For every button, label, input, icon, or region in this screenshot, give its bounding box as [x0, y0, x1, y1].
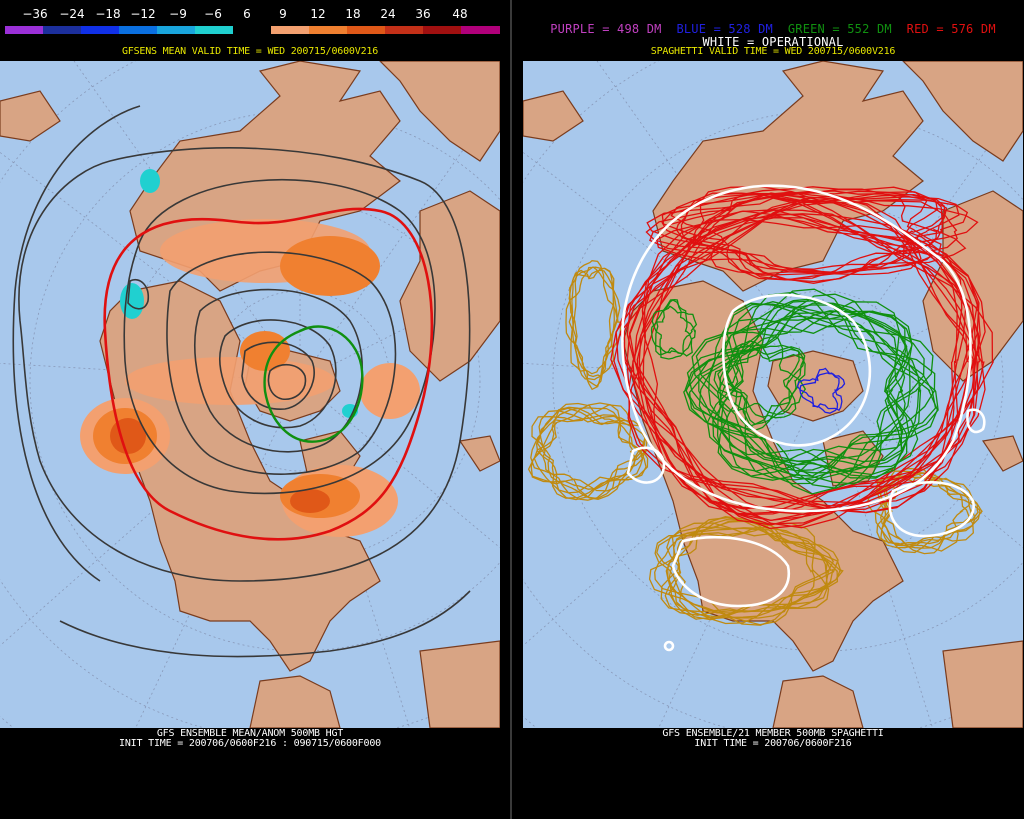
ensemble-member-contour: [688, 300, 919, 468]
colorbar-swatch: [385, 26, 424, 34]
ensemble-member-contour: [692, 186, 958, 281]
map-caption-title: GFS ENSEMBLE/21 MEMBER 500MB SPAGHETTI: [662, 728, 884, 739]
ensemble-member-contour: [796, 372, 846, 414]
colorbar-label: −9: [169, 7, 187, 21]
ensemble-member-contour: [684, 304, 908, 476]
spaghetti-panel: PURPLE = 498 DM BLUE = 528 DM GREEN = 55…: [523, 0, 1023, 819]
ensemble-member-contour: [698, 301, 906, 489]
map-caption-init: INIT TIME = 200706/0600F216: [694, 738, 852, 749]
key-contours: [103, 207, 434, 541]
anomaly-map: [0, 61, 500, 728]
ensemble-member-contour: [665, 517, 829, 621]
ensemble-member-contour: [712, 303, 939, 477]
contour-legend: PURPLE = 498 DM BLUE = 528 DM GREEN = 55…: [523, 22, 1023, 36]
anomaly-panel: −36 −24 −18 −12 −9 −6 6 9 12 18 24 36 48…: [0, 0, 500, 819]
ensemble-member-contour: [716, 288, 922, 472]
legend-red: RED = 576 DM: [906, 22, 996, 36]
colorbar-label: 48: [452, 7, 468, 21]
operational-contours: [621, 184, 986, 652]
colorbar-swatch: [423, 26, 462, 34]
ensemble-member-contour: [698, 293, 906, 478]
ensemble-member-contour: [718, 336, 807, 416]
colorbar-label: −12: [130, 7, 156, 21]
ensemble-member-contour: [626, 195, 971, 514]
ensemble-member-contour: [799, 367, 843, 412]
colorbar-swatch: [43, 26, 82, 34]
colorbar-swatch: [309, 26, 348, 34]
ensemble-member-contour: [627, 200, 986, 507]
colorbar-swatch: [5, 26, 44, 34]
legend-white: WHITE = OPERATIONAL: [702, 35, 844, 49]
colorbar-label: 6: [243, 7, 251, 21]
ensemble-member-contour: [720, 302, 937, 485]
ensemble-member-contour: [708, 311, 913, 495]
ensemble-member-contour: [527, 407, 649, 490]
ensemble-member-contour: [661, 191, 969, 276]
colorbar-label: 12: [310, 7, 326, 21]
ensemble-member-contour: [713, 344, 800, 419]
colorbar-swatch: [461, 26, 500, 34]
colorbar-label: 18: [345, 7, 361, 21]
ensemble-member-contour: [641, 209, 995, 511]
valid-time-title: GFSENS MEAN VALID TIME = WED 200715/0600…: [121, 46, 379, 57]
ensemble-member-contour: [570, 260, 622, 375]
spaghetti-valid-time-title: SPAGHETTI VALID TIME = WED 200715/0600V2…: [650, 46, 896, 57]
colorbar-swatch: [233, 26, 272, 34]
legend-green: GREEN = 552 DM: [787, 22, 892, 36]
ensemble-member-contour: [632, 192, 976, 510]
colorbar-swatch: [271, 26, 310, 34]
legend-blue: BLUE = 528 DM: [676, 22, 773, 36]
colorbar-label: −24: [59, 7, 85, 21]
legend-purple: PURPLE = 498 DM: [550, 22, 662, 36]
ensemble-member-contour: [568, 267, 615, 391]
ensemble-member-contour: [626, 213, 986, 522]
ensemble-member-contour: [536, 406, 647, 499]
map-caption-init: INIT TIME = 200706/0600F216 : 090715/060…: [119, 738, 381, 749]
colorbar-swatch: [81, 26, 120, 34]
ensemble-member-contour: [691, 310, 925, 485]
ensemble-member-contour: [649, 186, 942, 275]
colorbar-label: 36: [415, 7, 431, 21]
colorbar-label: 24: [380, 7, 396, 21]
colorbar-label: 9: [279, 7, 287, 21]
ensemble-member-contour: [685, 311, 913, 481]
panel-divider-line: [510, 0, 512, 819]
panel-divider: [501, 0, 523, 819]
colorbar-swatch: [119, 26, 158, 34]
ensemble-member-contour: [666, 526, 844, 619]
ensemble-member-contour: [646, 190, 948, 276]
colorbar-label: −6: [204, 7, 222, 21]
ensemble-member-contour: [727, 340, 806, 428]
spaghetti-contours: [527, 186, 995, 626]
spaghetti-map: [523, 61, 1023, 728]
height-anomaly-fills: [80, 169, 420, 537]
ensemble-member-contour: [615, 201, 967, 514]
ensemble-member-contour: [717, 298, 936, 477]
height-contours: [12, 105, 471, 658]
ensemble-member-contour: [866, 475, 974, 552]
colorbar-swatch: [195, 26, 234, 34]
map-caption-title: GFS ENSEMBLE MEAN/ANOM 500MB HGT: [156, 728, 344, 739]
ensemble-member-contour: [530, 404, 636, 500]
colorbar-swatch: [157, 26, 196, 34]
ensemble-member-contour: [651, 305, 698, 360]
colorbar-swatch: [347, 26, 386, 34]
colorbar-label: −18: [95, 7, 121, 21]
colorbar-label: −36: [22, 7, 48, 21]
ensemble-member-contour: [654, 522, 816, 626]
ensemble-member-contour: [569, 266, 621, 381]
ensemble-member-contour: [670, 190, 979, 275]
